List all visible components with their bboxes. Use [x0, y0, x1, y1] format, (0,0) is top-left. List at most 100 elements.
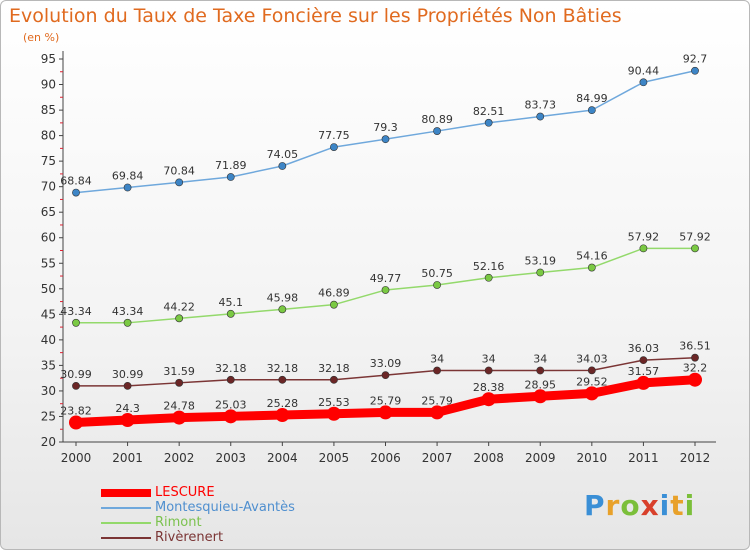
data-label: 43.34 [112, 305, 144, 318]
data-point [226, 309, 235, 318]
data-label: 92.7 [683, 53, 708, 66]
data-point [430, 405, 445, 420]
data-point [587, 106, 596, 115]
data-point [584, 386, 599, 401]
legend-label: Rivèrenert [155, 530, 224, 545]
data-label: 34 [533, 353, 547, 366]
data-point [123, 183, 132, 192]
data-point [536, 268, 545, 277]
data-label: 30.99 [112, 368, 144, 381]
data-label: 29.52 [576, 375, 608, 388]
data-point [636, 375, 651, 390]
data-point [72, 318, 80, 327]
data-label: 82.51 [473, 105, 505, 118]
chart-legend: LESCURE Montesquieu-Avantès Rimont Rivèrene… [101, 485, 295, 545]
data-point [275, 408, 290, 423]
y-tick-label: 40 [41, 333, 56, 347]
y-tick-label: 75 [41, 154, 56, 168]
data-label: 79.3 [373, 121, 398, 134]
data-label: 28.38 [473, 381, 505, 394]
y-tick-label: 55 [41, 256, 56, 270]
logo-letter: i [684, 489, 696, 522]
data-label: 33.09 [370, 357, 402, 370]
data-point [72, 188, 80, 197]
data-label: 34 [482, 353, 496, 366]
data-point [433, 281, 441, 289]
data-label: 90.44 [628, 64, 660, 77]
logo-letter: t [670, 489, 685, 522]
legend-swatch [101, 506, 151, 509]
data-label: 53.19 [525, 255, 557, 268]
logo-letter: P [584, 489, 606, 522]
data-point [484, 366, 493, 375]
data-point [433, 366, 441, 375]
data-point [639, 244, 648, 253]
x-tick-label: 2012 [680, 451, 711, 465]
data-label: 32.18 [318, 362, 350, 375]
data-point [587, 366, 596, 375]
data-label: 43.34 [60, 305, 92, 318]
data-label: 31.57 [628, 365, 660, 378]
data-point [175, 178, 184, 187]
data-label: 36.03 [628, 342, 660, 355]
data-label: 84.99 [576, 92, 608, 105]
proxiti-logo: Proxiti [584, 489, 695, 522]
x-tick-label: 2005 [319, 451, 350, 465]
data-label: 32.18 [215, 362, 247, 375]
data-label: 32.18 [267, 362, 299, 375]
y-tick-label: 50 [41, 282, 56, 296]
data-point [223, 409, 238, 424]
legend-item: Rimont [101, 515, 295, 530]
x-tick-label: 2002 [164, 451, 195, 465]
y-tick-label: 90 [41, 78, 56, 92]
data-point [175, 314, 184, 323]
data-label: 57.92 [628, 230, 660, 243]
data-point [536, 366, 545, 375]
data-label: 28.95 [525, 378, 557, 391]
x-tick-label: 2001 [112, 451, 143, 465]
data-point [175, 378, 184, 387]
data-label: 69.84 [112, 169, 144, 182]
data-label: 44.22 [163, 300, 195, 313]
x-tick-label: 2000 [61, 451, 92, 465]
data-label: 25.03 [215, 398, 247, 411]
legend-label: Rimont [155, 515, 202, 530]
data-label: 45.98 [267, 291, 299, 304]
data-point [536, 112, 545, 121]
data-label: 46.89 [318, 287, 350, 300]
data-label: 36.51 [679, 340, 711, 353]
data-point [691, 244, 699, 253]
y-tick-label: 45 [41, 307, 56, 321]
data-point [69, 415, 83, 430]
data-label: 80.89 [421, 113, 453, 126]
y-tick-label: 60 [41, 231, 56, 245]
y-tick-label: 95 [41, 52, 56, 66]
legend-label: LESCURE [155, 485, 215, 500]
x-tick-label: 2004 [267, 451, 298, 465]
data-point [533, 389, 548, 404]
data-point [688, 372, 702, 387]
data-label: 24.78 [163, 400, 195, 413]
x-tick-label: 2008 [473, 451, 504, 465]
x-tick-label: 2010 [577, 451, 608, 465]
legend-swatch [101, 521, 151, 524]
data-point [639, 356, 648, 365]
y-tick-label: 85 [41, 103, 56, 117]
data-point [226, 173, 235, 181]
data-point [691, 66, 699, 75]
data-point [330, 375, 338, 384]
data-point [278, 162, 287, 170]
x-tick-label: 2009 [525, 451, 556, 465]
y-tick-label: 70 [41, 180, 56, 194]
x-tick-label: 2007 [422, 451, 453, 465]
data-point [484, 273, 493, 282]
data-label: 83.73 [525, 99, 557, 112]
data-point [639, 78, 648, 87]
data-point [72, 381, 80, 390]
data-point [381, 135, 390, 144]
chart-title: Evolution du Taux de Taxe Foncière sur l… [9, 5, 622, 27]
legend-swatch [101, 488, 151, 497]
data-point [691, 353, 699, 362]
data-point [381, 371, 390, 380]
